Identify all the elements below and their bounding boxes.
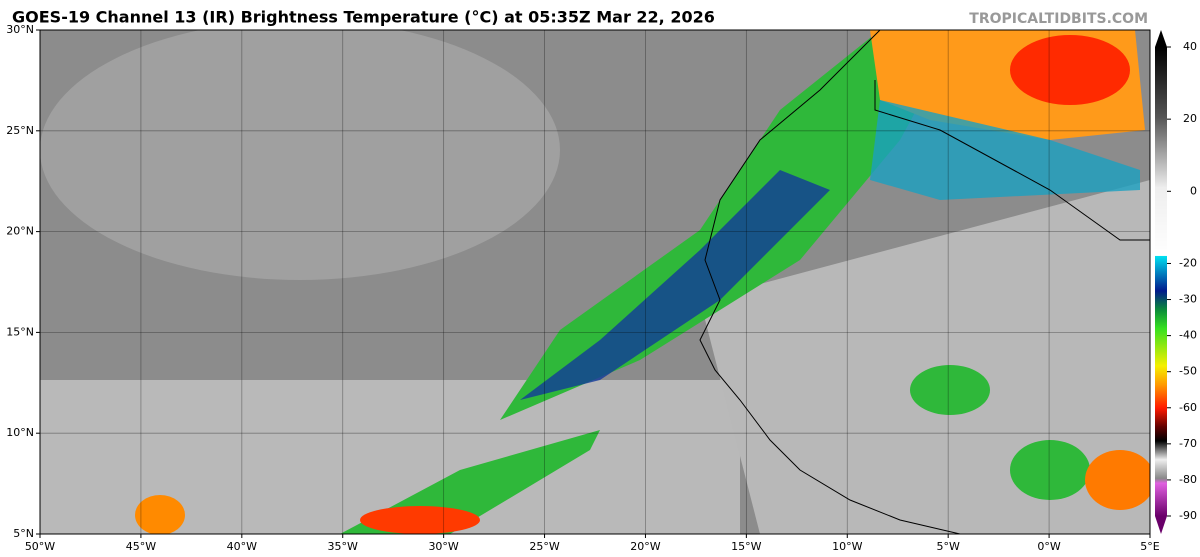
plot-frame bbox=[39, 29, 1151, 535]
colorbar-tick-label: 0 bbox=[1190, 184, 1197, 197]
colorbar-tick-label: -20 bbox=[1179, 256, 1197, 269]
y-tick-label: 15°N bbox=[6, 325, 34, 338]
colorbar-tick-label: -50 bbox=[1179, 365, 1197, 378]
colorbar-tick-label: -90 bbox=[1179, 509, 1197, 522]
y-tick-label: 20°N bbox=[6, 225, 34, 238]
colorbar-tick-label: -70 bbox=[1179, 437, 1197, 450]
x-tick-label: 50°W bbox=[25, 540, 55, 553]
colorbar-tick-label: -30 bbox=[1179, 293, 1197, 306]
satellite-imagery bbox=[40, 30, 1150, 534]
colorbar-tick-label: -80 bbox=[1179, 473, 1197, 486]
x-tick-label: 25°W bbox=[529, 540, 559, 553]
x-tick-label: 20°W bbox=[630, 540, 660, 553]
x-tick-label: 40°W bbox=[227, 540, 257, 553]
y-tick-label: 10°N bbox=[6, 426, 34, 439]
y-tick-label: 25°N bbox=[6, 124, 34, 137]
colorbar bbox=[1155, 30, 1167, 534]
x-tick-label: 0°W bbox=[1037, 540, 1060, 553]
x-tick-label: 35°W bbox=[328, 540, 358, 553]
x-tick-label: 15°W bbox=[731, 540, 761, 553]
y-tick-label: 5°N bbox=[13, 527, 34, 540]
colorbar-tick-label: 40 bbox=[1183, 40, 1197, 53]
y-tick-label: 30°N bbox=[6, 23, 34, 36]
credit: TROPICALTIDBITS.COM bbox=[969, 11, 1148, 27]
x-tick-label: 45°W bbox=[126, 540, 156, 553]
x-tick-label: 30°W bbox=[428, 540, 458, 553]
colorbar-tick-label: 20 bbox=[1183, 112, 1197, 125]
x-tick-label: 10°W bbox=[832, 540, 862, 553]
colorbar-tick-label: -60 bbox=[1179, 401, 1197, 414]
x-tick-label: 5°W bbox=[936, 540, 959, 553]
title: GOES-19 Channel 13 (IR) Brightness Tempe… bbox=[12, 8, 715, 27]
colorbar-tick-label: -40 bbox=[1179, 329, 1197, 342]
x-tick-label: 5°E bbox=[1140, 540, 1159, 553]
